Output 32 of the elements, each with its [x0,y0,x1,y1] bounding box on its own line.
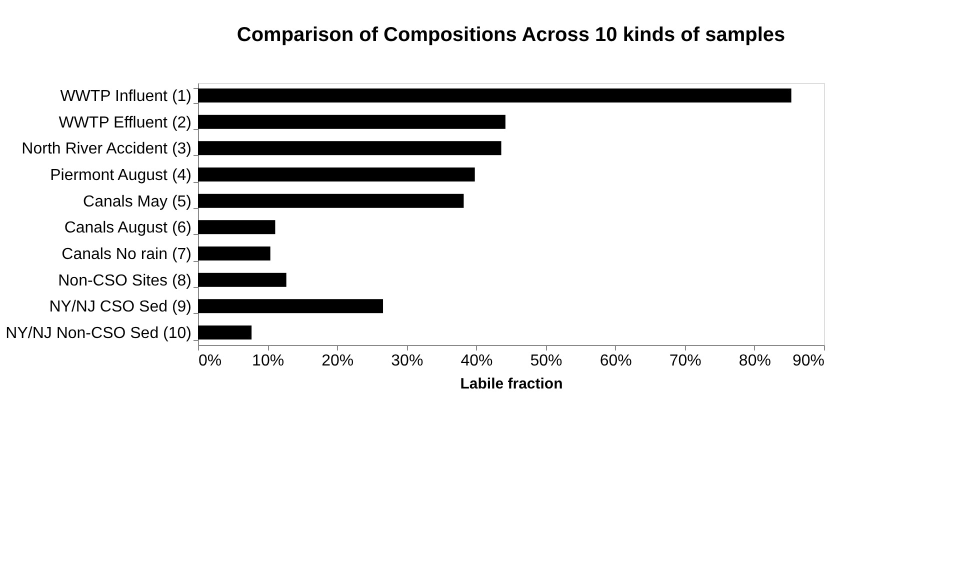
y-tick-label: Canals August (6) [64,220,192,237]
y-tick-label: WWTP Effluent (2) [58,114,192,132]
x-tick-label: 30% [391,352,424,370]
bar [198,325,252,340]
x-tick-label: 90% [792,352,824,370]
bar [198,246,270,260]
y-tick-label: Canals May (5) [83,193,192,210]
bar [198,194,464,208]
chart-title: Comparison of Compositions Across 10 kinds of samples [236,24,786,46]
x-tick-label: 60% [600,352,632,370]
y-tick-label: North River Accident (3) [22,140,192,158]
x-tick-label: 80% [738,352,771,370]
x-tick-label: 70% [669,352,702,370]
x-tick-label: 10% [252,352,284,370]
x-tick-label: 50% [530,352,562,370]
y-tick-label: NY/NJ Non-CSO Sed (10) [6,324,192,342]
x-tick-label: 0% [198,352,222,370]
bar [198,168,475,182]
y-tick-label: Non-CSO Sites (8) [58,272,192,290]
y-tick-label: Piermont August (4) [50,167,192,184]
y-tick-label: WWTP Influent (1) [60,88,192,106]
x-tick-label: 40% [460,352,493,370]
y-tick-label: NY/NJ CSO Sed (9) [49,298,192,316]
bar [198,88,792,103]
bar [198,220,276,234]
x-axis-title: Labile fraction [460,376,563,392]
y-tick-label: Canals No rain (7) [62,246,192,263]
bar [198,299,384,314]
bar [198,114,506,129]
bar [198,141,502,156]
bar [198,272,286,287]
x-tick-label: 20% [322,352,354,370]
